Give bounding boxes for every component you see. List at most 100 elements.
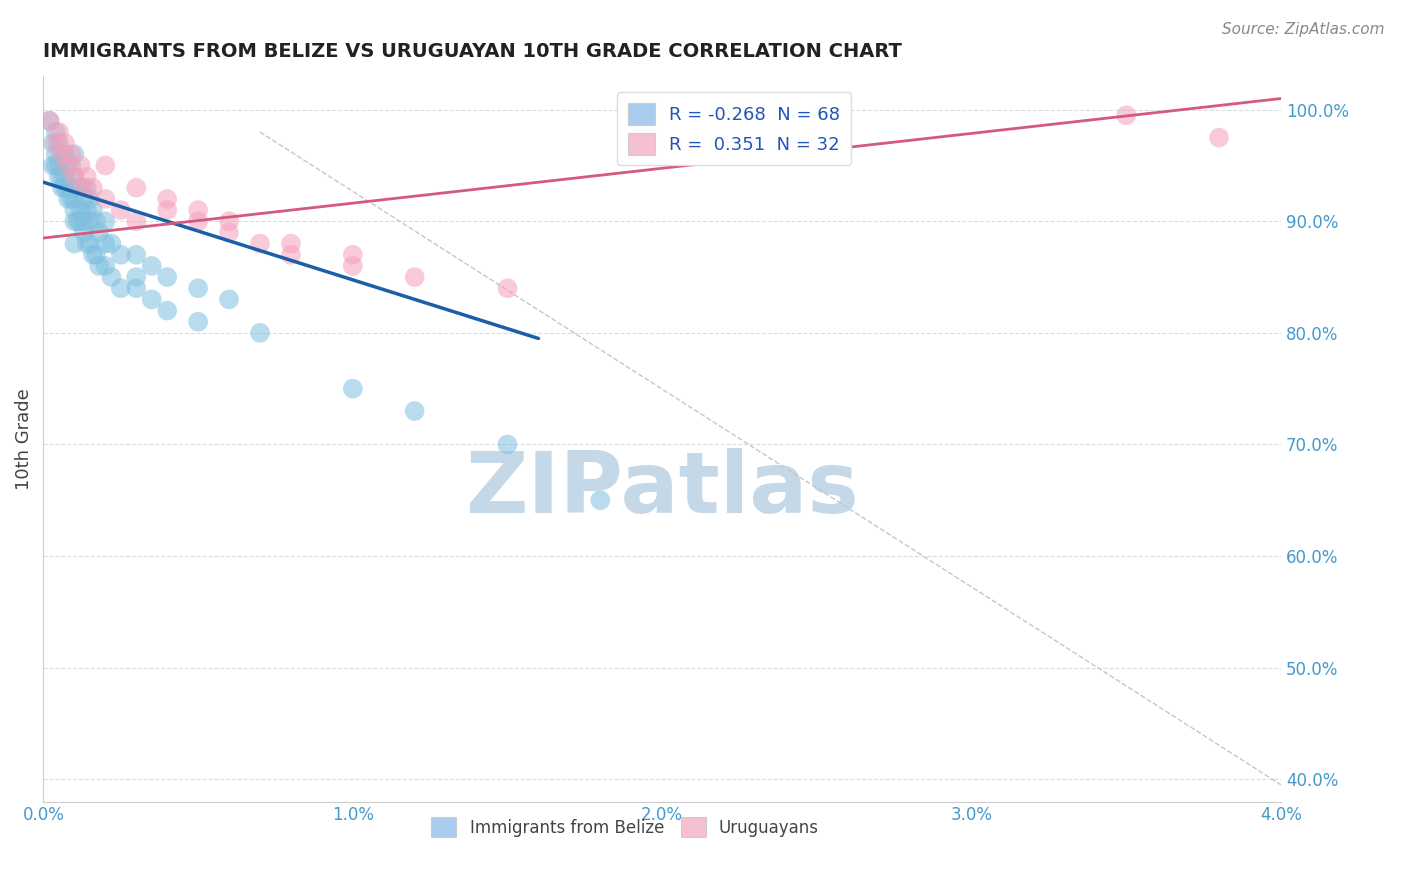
Point (76, 203, 98, 218)
Point (72, 181, 94, 195)
Point (60, 147, 83, 161)
Point (187, 214, 209, 228)
Text: Source: ZipAtlas.com: Source: ZipAtlas.com (1222, 22, 1385, 37)
Point (48, 125, 70, 139)
Point (125, 181, 148, 195)
Point (48, 136, 70, 150)
Point (38, 113, 60, 128)
Point (87, 226, 110, 240)
Point (110, 281, 132, 295)
Point (56, 159, 79, 173)
Point (218, 293, 240, 307)
Point (51, 147, 73, 161)
Point (589, 493, 612, 508)
Point (72, 214, 94, 228)
Point (125, 281, 148, 295)
Point (156, 270, 179, 285)
Point (48, 159, 70, 173)
Point (45, 136, 67, 150)
Point (60, 159, 83, 173)
Point (496, 281, 519, 295)
Point (45, 159, 67, 173)
Point (249, 326, 271, 340)
Point (141, 259, 163, 273)
Point (1115, 108, 1137, 122)
Point (51, 147, 73, 161)
Point (187, 315, 209, 329)
Point (79, 192, 101, 206)
Point (69, 214, 91, 228)
Point (187, 203, 209, 218)
Point (48, 169, 70, 184)
Legend: Immigrants from Belize, Uruguayans: Immigrants from Belize, Uruguayans (425, 810, 825, 844)
Point (496, 437, 519, 451)
Point (41, 136, 63, 150)
Point (94, 192, 117, 206)
Point (72, 226, 94, 240)
Point (53, 181, 76, 195)
Point (218, 226, 240, 240)
Point (53, 169, 76, 184)
Point (45, 125, 67, 139)
Point (53, 136, 76, 150)
Point (38, 113, 60, 128)
Point (63, 203, 86, 218)
Point (63, 236, 86, 251)
Point (51, 169, 73, 184)
Y-axis label: 10th Grade: 10th Grade (15, 388, 32, 490)
Point (76, 181, 98, 195)
Point (84, 214, 107, 228)
Point (110, 248, 132, 262)
Point (82, 248, 104, 262)
Point (94, 214, 117, 228)
Point (63, 169, 86, 184)
Point (63, 192, 86, 206)
Point (56, 181, 79, 195)
Point (82, 181, 104, 195)
Point (342, 259, 364, 273)
Point (404, 270, 426, 285)
Point (63, 147, 86, 161)
Text: IMMIGRANTS FROM BELIZE VS URUGUAYAN 10TH GRADE CORRELATION CHART: IMMIGRANTS FROM BELIZE VS URUGUAYAN 10TH… (44, 42, 903, 61)
Text: ZIPatlas: ZIPatlas (465, 448, 859, 531)
Point (125, 270, 148, 285)
Point (94, 159, 117, 173)
Point (280, 248, 302, 262)
Point (72, 192, 94, 206)
Point (69, 159, 91, 173)
Point (69, 181, 91, 195)
Point (187, 281, 209, 295)
Point (79, 236, 101, 251)
Point (404, 404, 426, 418)
Point (56, 192, 79, 206)
Point (342, 248, 364, 262)
Point (280, 236, 302, 251)
Point (79, 214, 101, 228)
Point (110, 203, 132, 218)
Point (76, 169, 98, 184)
Point (342, 382, 364, 396)
Point (218, 214, 240, 228)
Point (249, 236, 271, 251)
Point (156, 192, 179, 206)
Point (56, 159, 79, 173)
Point (76, 236, 98, 251)
Point (100, 236, 122, 251)
Point (156, 303, 179, 318)
Point (60, 181, 83, 195)
Point (53, 147, 76, 161)
Point (84, 248, 107, 262)
Point (156, 203, 179, 218)
Point (69, 203, 91, 218)
Point (82, 203, 104, 218)
Point (100, 270, 122, 285)
Point (87, 259, 110, 273)
Point (51, 181, 73, 195)
Point (125, 214, 148, 228)
Point (60, 192, 83, 206)
Point (41, 159, 63, 173)
Point (141, 293, 163, 307)
Point (66, 214, 89, 228)
Point (1208, 130, 1230, 145)
Point (94, 236, 117, 251)
